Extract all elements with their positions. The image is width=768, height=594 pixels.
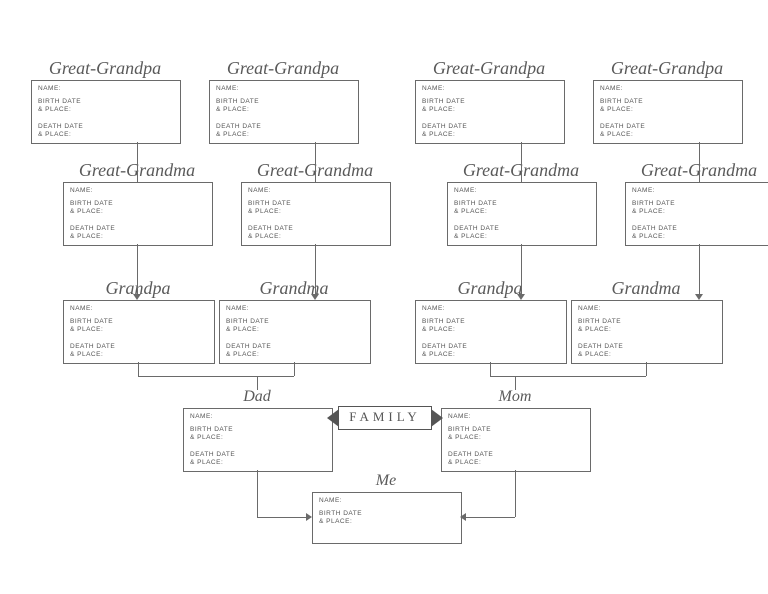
box-grandparent[interactable]: NAME:BIRTH DATE& PLACE:DEATH DATE& PLACE…	[219, 300, 371, 364]
field-name: NAME:	[210, 81, 358, 94]
field-name: NAME:	[416, 81, 564, 94]
arrow-down-icon	[695, 294, 703, 300]
connector	[515, 376, 516, 390]
connector	[315, 244, 316, 294]
field-name: NAME:	[416, 301, 566, 314]
box-grandparent[interactable]: NAME:BIRTH DATE& PLACE:DEATH DATE& PLACE…	[63, 300, 215, 364]
connector	[137, 142, 138, 182]
connector	[699, 244, 700, 294]
field-death: DEATH DATE& PLACE:	[64, 339, 214, 365]
field-death: DEATH DATE& PLACE:	[442, 447, 590, 473]
field-birth: BIRTH DATE& PLACE:	[210, 94, 358, 120]
field-death: DEATH DATE& PLACE:	[64, 221, 212, 247]
heading-great-grandpa: Great-Grandpa	[611, 58, 723, 79]
connector	[490, 362, 491, 376]
field-name: NAME:	[32, 81, 180, 94]
field-death: DEATH DATE& PLACE:	[416, 339, 566, 365]
connector	[515, 470, 516, 517]
field-name: NAME:	[442, 409, 590, 422]
field-birth: BIRTH DATE& PLACE:	[448, 196, 596, 222]
field-birth: BIRTH DATE& PLACE:	[626, 196, 768, 222]
field-name: NAME:	[594, 81, 742, 94]
field-name: NAME:	[64, 301, 214, 314]
connector	[699, 142, 700, 182]
connector	[138, 362, 139, 376]
box-great-grandpa[interactable]: NAME:BIRTH DATE& PLACE:DEATH DATE& PLACE…	[415, 80, 565, 144]
box-great-grandma[interactable]: NAME:BIRTH DATE& PLACE:DEATH DATE& PLACE…	[625, 182, 768, 246]
field-name: NAME:	[313, 493, 461, 506]
box-grandparent[interactable]: NAME:BIRTH DATE& PLACE:DEATH DATE& PLACE…	[415, 300, 567, 364]
heading-grandparent: Grandma	[611, 278, 680, 299]
field-birth: BIRTH DATE& PLACE:	[416, 94, 564, 120]
connector	[294, 362, 295, 376]
field-birth: BIRTH DATE& PLACE:	[572, 314, 722, 340]
heading-me: Me	[376, 472, 396, 490]
field-birth: BIRTH DATE& PLACE:	[442, 422, 590, 448]
arrow-right-icon	[306, 513, 312, 521]
field-birth: BIRTH DATE& PLACE:	[416, 314, 566, 340]
box-dad[interactable]: NAME:BIRTH DATE& PLACE:DEATH DATE& PLACE…	[183, 408, 333, 472]
arrow-down-icon	[311, 294, 319, 300]
box-me[interactable]: NAME:BIRTH DATE& PLACE:	[312, 492, 462, 544]
connector	[257, 470, 258, 517]
heading-great-grandpa: Great-Grandpa	[227, 58, 339, 79]
field-death: DEATH DATE& PLACE:	[572, 339, 722, 365]
field-name: NAME:	[220, 301, 370, 314]
connector	[466, 517, 515, 518]
field-birth: BIRTH DATE& PLACE:	[594, 94, 742, 120]
connector	[137, 244, 138, 294]
connector	[490, 376, 646, 377]
field-name: NAME:	[626, 183, 768, 196]
connector	[138, 376, 294, 377]
heading-mom: Mom	[499, 388, 532, 406]
box-great-grandpa[interactable]: NAME:BIRTH DATE& PLACE:DEATH DATE& PLACE…	[31, 80, 181, 144]
field-birth: BIRTH DATE& PLACE:	[313, 506, 461, 532]
field-death: DEATH DATE& PLACE:	[184, 447, 332, 473]
arrow-left-icon	[460, 513, 466, 521]
field-death: DEATH DATE& PLACE:	[594, 119, 742, 145]
field-birth: BIRTH DATE& PLACE:	[32, 94, 180, 120]
connector	[315, 142, 316, 182]
connector	[257, 376, 258, 390]
box-great-grandpa[interactable]: NAME:BIRTH DATE& PLACE:DEATH DATE& PLACE…	[209, 80, 359, 144]
field-death: DEATH DATE& PLACE:	[32, 119, 180, 145]
connector	[646, 362, 647, 376]
field-name: NAME:	[184, 409, 332, 422]
box-great-grandpa[interactable]: NAME:BIRTH DATE& PLACE:DEATH DATE& PLACE…	[593, 80, 743, 144]
field-death: DEATH DATE& PLACE:	[416, 119, 564, 145]
box-grandparent[interactable]: NAME:BIRTH DATE& PLACE:DEATH DATE& PLACE…	[571, 300, 723, 364]
field-death: DEATH DATE& PLACE:	[626, 221, 768, 247]
field-birth: BIRTH DATE& PLACE:	[64, 314, 214, 340]
field-birth: BIRTH DATE& PLACE:	[64, 196, 212, 222]
box-mom[interactable]: NAME:BIRTH DATE& PLACE:DEATH DATE& PLACE…	[441, 408, 591, 472]
field-birth: BIRTH DATE& PLACE:	[184, 422, 332, 448]
field-name: NAME:	[242, 183, 390, 196]
field-birth: BIRTH DATE& PLACE:	[220, 314, 370, 340]
box-great-grandma[interactable]: NAME:BIRTH DATE& PLACE:DEATH DATE& PLACE…	[63, 182, 213, 246]
arrow-down-icon	[517, 294, 525, 300]
heading-grandparent: Grandpa	[457, 278, 522, 299]
heading-dad: Dad	[243, 388, 271, 406]
family-banner: FAMILY	[338, 406, 432, 430]
connector	[521, 142, 522, 182]
field-death: DEATH DATE& PLACE:	[448, 221, 596, 247]
field-name: NAME:	[448, 183, 596, 196]
connector	[521, 244, 522, 294]
heading-great-grandpa: Great-Grandpa	[49, 58, 161, 79]
box-great-grandma[interactable]: NAME:BIRTH DATE& PLACE:DEATH DATE& PLACE…	[241, 182, 391, 246]
field-name: NAME:	[572, 301, 722, 314]
arrow-down-icon	[133, 294, 141, 300]
field-death: DEATH DATE& PLACE:	[220, 339, 370, 365]
heading-great-grandpa: Great-Grandpa	[433, 58, 545, 79]
field-death: DEATH DATE& PLACE:	[210, 119, 358, 145]
box-great-grandma[interactable]: NAME:BIRTH DATE& PLACE:DEATH DATE& PLACE…	[447, 182, 597, 246]
field-name: NAME:	[64, 183, 212, 196]
connector	[257, 517, 306, 518]
field-death: DEATH DATE& PLACE:	[242, 221, 390, 247]
field-birth: BIRTH DATE& PLACE:	[242, 196, 390, 222]
